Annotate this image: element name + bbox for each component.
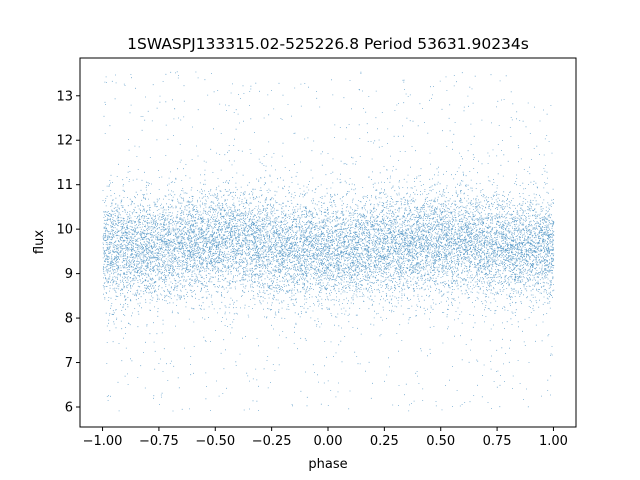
x-tick-label: −0.75: [139, 434, 179, 449]
x-tick-label: 0.50: [426, 434, 455, 449]
y-tick-label: 9: [65, 267, 73, 282]
x-tick-label: −0.25: [252, 434, 292, 449]
y-tick-label: 12: [56, 134, 73, 149]
y-tick-label: 6: [65, 400, 73, 415]
scatter-points: [102, 71, 555, 412]
data-points: [102, 71, 555, 412]
y-tick-label: 7: [65, 356, 73, 371]
y-tick-label: 11: [56, 178, 73, 193]
x-tick-label: 1.00: [539, 434, 568, 449]
y-axis-label: flux: [32, 230, 47, 254]
x-axis: −1.00 −0.75 −0.50 −0.25 0.00 0.25 0.50 0.75 1.00: [83, 427, 568, 449]
y-tick-label: 8: [65, 312, 73, 327]
x-axis-label: phase: [308, 457, 347, 472]
y-tick-label: 13: [56, 89, 73, 104]
x-tick-label: 0.00: [314, 434, 343, 449]
y-axis: 6 7 8 9 10 11 12 13: [56, 89, 80, 415]
x-tick-label: −1.00: [83, 434, 123, 449]
y-tick-label: 10: [56, 223, 73, 238]
chart-title: 1SWASPJ133315.02-525226.8 Period 53631.9…: [127, 35, 529, 53]
x-tick-label: 0.75: [483, 434, 512, 449]
x-tick-label: 0.25: [370, 434, 399, 449]
x-tick-label: −0.50: [195, 434, 235, 449]
